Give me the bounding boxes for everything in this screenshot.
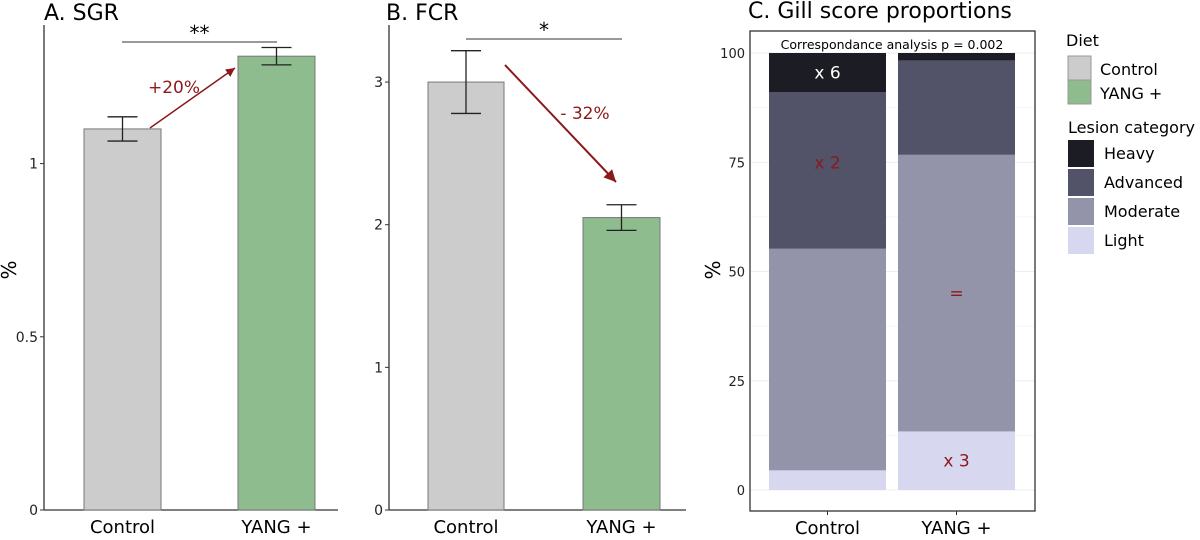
x-tick-label: Control <box>433 517 498 536</box>
bar-label: x 6 <box>814 64 840 84</box>
x-tick-label: YANG + <box>920 518 991 536</box>
bar-Control-Heavy <box>769 53 886 93</box>
error-bar <box>261 46 292 66</box>
y-tick-label: 0.5 <box>16 330 38 346</box>
x-tick-label: Control <box>795 518 860 536</box>
y-tick-label: 0 <box>374 503 383 519</box>
bar-Control <box>427 81 505 511</box>
legend-label: Moderate <box>1104 202 1180 221</box>
panel-c: 0 25 50 75 100 x 2 x 6 Control x 3 = YANG + <box>720 30 1036 539</box>
y-tick-label: 2 <box>374 218 383 234</box>
legend-label: Heavy <box>1104 144 1155 163</box>
bar-label: x 2 <box>814 153 840 173</box>
change-label: - 32% <box>560 104 609 124</box>
bar-Control-Advanced <box>769 92 886 249</box>
bar-YANG +-Advanced <box>898 60 1015 155</box>
bar-YANG +-Heavy <box>898 53 1015 61</box>
x-tick-label: YANG + <box>585 517 656 536</box>
legend-swatch-Moderate <box>1068 198 1094 225</box>
legend-label: Control <box>1100 60 1158 79</box>
x-tick-label: Control <box>90 517 155 536</box>
bar-YANG +-Moderate <box>898 154 1015 432</box>
x-tick-label: YANG + <box>240 517 311 536</box>
legend-swatch-Advanced <box>1068 169 1094 196</box>
change-arrow <box>504 64 617 183</box>
panel-c-ylabel: % <box>701 260 725 279</box>
y-tick-label: 75 <box>728 156 745 171</box>
legend-label: YANG + <box>1099 84 1162 103</box>
legend-swatch-YANG + <box>1067 79 1092 105</box>
panel-c-title: C. Gill score proportions <box>748 0 1012 24</box>
error-bar <box>107 116 138 142</box>
bar-label: x 3 <box>943 452 969 472</box>
bar-Control-Moderate <box>769 248 886 471</box>
y-tick-label: 25 <box>728 375 745 390</box>
bar-label: = <box>949 284 963 304</box>
significance-label: ** <box>190 21 210 45</box>
change-arrow <box>149 67 236 129</box>
error-bar <box>451 50 481 115</box>
error-bar <box>606 204 637 232</box>
legend-swatch-Heavy <box>1068 140 1094 167</box>
y-tick-label: 1 <box>374 360 383 376</box>
bar-YANG + <box>237 55 316 511</box>
panel-b-title: B. FCR <box>386 1 458 26</box>
bar-YANG +-Light <box>898 431 1015 490</box>
bar-Control-Light <box>769 470 886 490</box>
y-tick-label: 0 <box>737 484 745 499</box>
legend-swatch-Light <box>1068 227 1094 254</box>
panel-b: 0 1 2 3 Control YANG + * - 32% <box>374 18 686 538</box>
y-tick-label: 50 <box>728 266 745 281</box>
panel-c-subtitle: Correspondance analysis p = 0.002 <box>781 37 1004 52</box>
change-label: +20% <box>148 78 200 98</box>
legend-label: Advanced <box>1104 173 1183 192</box>
bar-Control <box>83 128 162 511</box>
panel-a-ylabel: % <box>0 260 21 279</box>
y-tick-label: 3 <box>374 75 383 91</box>
panel-a-title: A. SGR <box>44 1 119 26</box>
y-tick-label: 100 <box>720 47 745 62</box>
panel-a: 0 0.5 1 Control YANG + ** +20% <box>16 21 338 538</box>
legend-diet-title: Diet <box>1066 31 1099 50</box>
legend-swatch-Control <box>1067 55 1092 81</box>
plot-frame <box>749 30 1036 512</box>
y-tick-label: 0 <box>29 503 38 519</box>
significance-label: * <box>539 18 549 42</box>
bar-YANG + <box>582 217 661 511</box>
legend-lesion-title: Lesion category <box>1068 118 1195 137</box>
y-tick-label: 1 <box>29 157 38 173</box>
legend-label: Light <box>1104 231 1144 250</box>
